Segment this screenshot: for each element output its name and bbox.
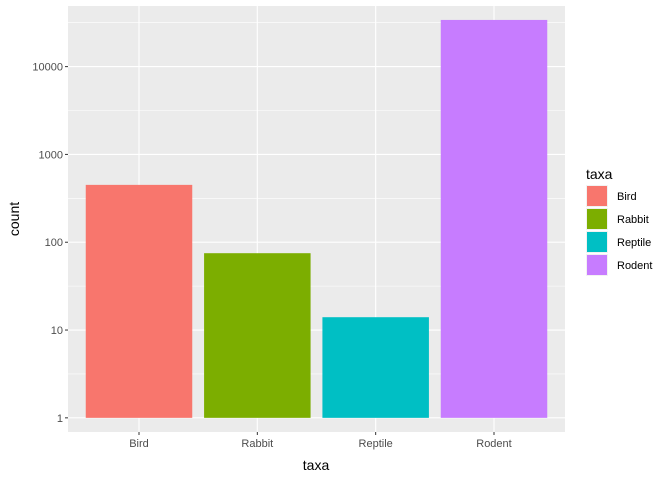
legend-label: Rodent xyxy=(617,260,652,272)
bar-bird xyxy=(85,184,193,418)
legend-swatch-rabbit xyxy=(587,209,607,229)
x-tick-label: Bird xyxy=(129,438,149,450)
legend-swatch-rodent xyxy=(587,255,607,275)
y-tick-label: 10000 xyxy=(32,62,63,74)
x-axis: Bird Rabbit Reptile Rodent xyxy=(129,432,512,450)
x-tick-label: Rabbit xyxy=(241,438,273,450)
y-tick-label: 10 xyxy=(51,325,63,337)
y-tick-label: 1 xyxy=(57,413,63,425)
legend-title: taxa xyxy=(586,166,613,182)
legend: taxa Bird Rabbit Reptile Rodent xyxy=(586,166,652,276)
y-tick-label: 1000 xyxy=(39,149,63,161)
legend-label: Reptile xyxy=(617,237,651,249)
y-axis: 1 10 100 1000 10000 xyxy=(32,62,68,425)
bars xyxy=(85,19,548,418)
x-tick-label: Rodent xyxy=(476,438,511,450)
x-tick-label: Reptile xyxy=(359,438,393,450)
bar-rabbit xyxy=(204,253,311,418)
y-tick-label: 100 xyxy=(45,237,63,249)
legend-label: Bird xyxy=(617,191,637,203)
legend-swatch-bird xyxy=(587,186,607,206)
legend-swatch-reptile xyxy=(587,232,607,252)
y-axis-title: count xyxy=(6,202,22,236)
legend-label: Rabbit xyxy=(617,214,649,226)
bar-reptile xyxy=(322,317,429,418)
bar-rodent xyxy=(440,19,548,418)
x-axis-title: taxa xyxy=(303,457,330,473)
